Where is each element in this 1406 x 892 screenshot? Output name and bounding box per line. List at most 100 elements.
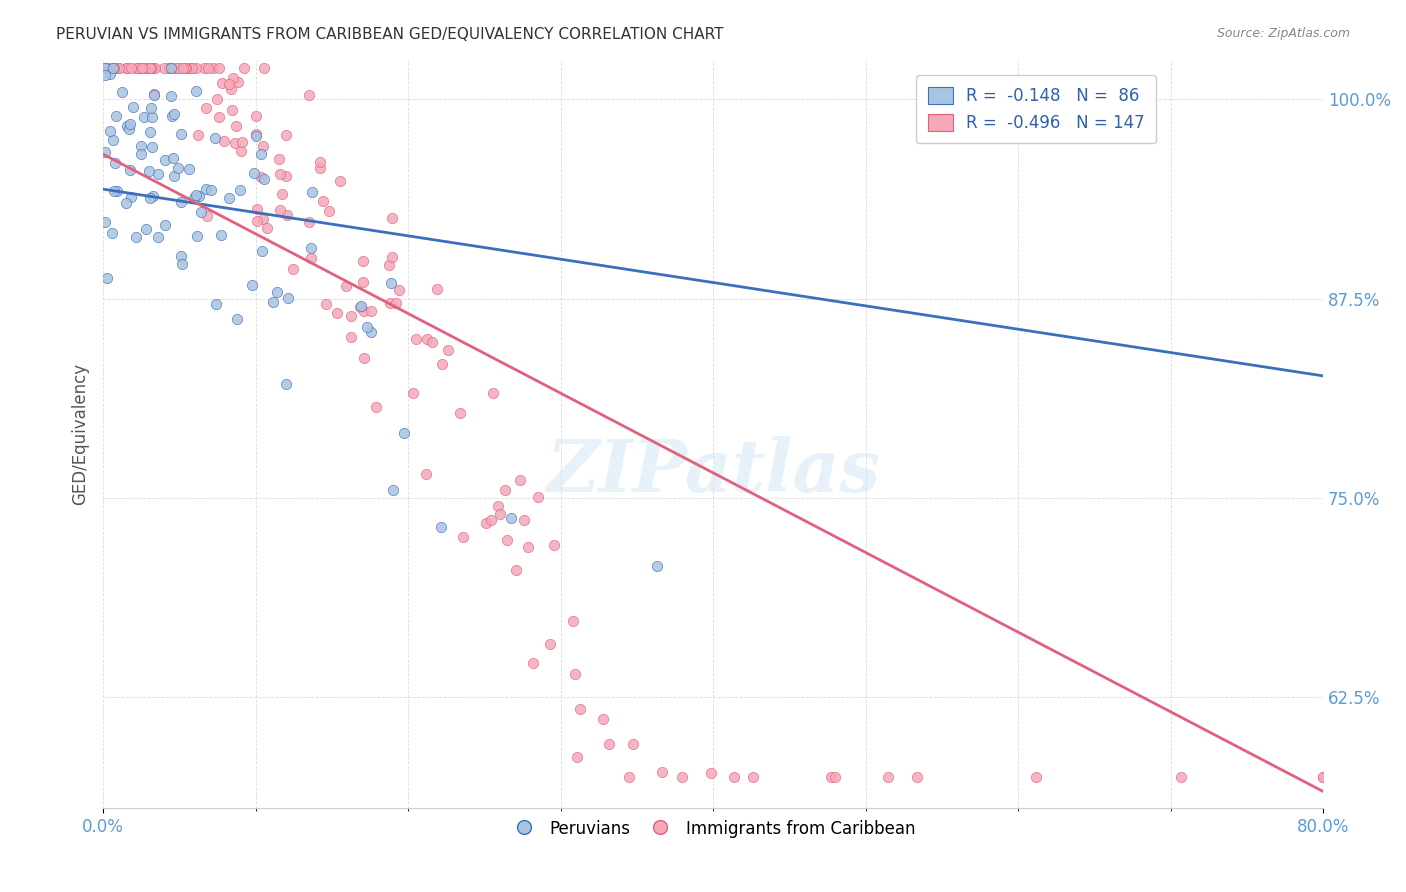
Point — [301, 185, 323, 199]
Point — [221, 103, 243, 117]
Point — [489, 507, 512, 521]
Point — [245, 129, 267, 144]
Point — [312, 194, 335, 208]
Point — [426, 282, 449, 296]
Point — [453, 530, 475, 544]
Point — [299, 242, 322, 256]
Point — [392, 425, 415, 440]
Point — [1170, 770, 1192, 784]
Point — [543, 538, 565, 552]
Point — [163, 169, 186, 183]
Point — [115, 61, 138, 75]
Point — [138, 125, 160, 139]
Point — [208, 61, 231, 75]
Point — [184, 188, 207, 202]
Point — [132, 61, 155, 75]
Point — [139, 101, 162, 115]
Point — [281, 262, 304, 277]
Point — [195, 101, 218, 115]
Point — [225, 119, 247, 133]
Point — [617, 770, 640, 784]
Point — [245, 110, 267, 124]
Point — [820, 770, 842, 784]
Point — [315, 296, 337, 310]
Point — [98, 66, 121, 80]
Point — [143, 61, 166, 75]
Point — [208, 110, 231, 124]
Point — [350, 299, 373, 313]
Point — [93, 61, 115, 75]
Point — [138, 164, 160, 178]
Point — [204, 130, 226, 145]
Point — [240, 278, 263, 293]
Point — [173, 61, 195, 75]
Point — [146, 168, 169, 182]
Point — [381, 211, 404, 225]
Point — [527, 490, 550, 504]
Point — [449, 406, 471, 420]
Text: PERUVIAN VS IMMIGRANTS FROM CARIBBEAN GED/EQUIVALENCY CORRELATION CHART: PERUVIAN VS IMMIGRANTS FROM CARIBBEAN GE… — [56, 27, 724, 42]
Point — [94, 145, 117, 159]
Point — [105, 184, 128, 198]
Point — [180, 61, 202, 75]
Point — [129, 139, 152, 153]
Point — [562, 615, 585, 629]
Point — [256, 221, 278, 235]
Point — [169, 195, 191, 210]
Point — [299, 251, 322, 265]
Point — [309, 154, 332, 169]
Point — [366, 400, 388, 414]
Point — [120, 61, 142, 75]
Point — [499, 511, 522, 525]
Point — [197, 61, 219, 75]
Point — [207, 92, 229, 106]
Point — [360, 325, 382, 339]
Point — [437, 343, 460, 357]
Point — [329, 174, 352, 188]
Point — [415, 332, 437, 346]
Point — [509, 473, 531, 487]
Point — [167, 161, 190, 176]
Point — [513, 513, 536, 527]
Point — [824, 770, 846, 784]
Point — [190, 205, 212, 219]
Point — [172, 61, 194, 75]
Point — [188, 188, 211, 202]
Point — [131, 61, 153, 75]
Point — [647, 558, 669, 573]
Point — [252, 139, 274, 153]
Point — [129, 146, 152, 161]
Point — [96, 270, 118, 285]
Point — [187, 128, 209, 142]
Point — [129, 61, 152, 75]
Point — [405, 332, 427, 346]
Text: Source: ZipAtlas.com: Source: ZipAtlas.com — [1216, 27, 1350, 40]
Point — [229, 145, 252, 159]
Point — [249, 169, 271, 184]
Point — [193, 61, 215, 75]
Point — [621, 738, 644, 752]
Point — [103, 156, 125, 170]
Point — [146, 229, 169, 244]
Point — [479, 512, 502, 526]
Point — [139, 61, 162, 75]
Point — [186, 61, 208, 75]
Point — [276, 128, 298, 143]
Point — [195, 182, 218, 196]
Point — [141, 139, 163, 153]
Point — [153, 61, 176, 75]
Point — [877, 770, 900, 784]
Point — [233, 61, 256, 75]
Point — [905, 770, 928, 784]
Text: ZIPatlas: ZIPatlas — [546, 436, 880, 507]
Point — [415, 467, 437, 481]
Point — [219, 82, 242, 96]
Point — [228, 183, 250, 197]
Point — [136, 61, 159, 75]
Point — [262, 294, 284, 309]
Point — [120, 190, 142, 204]
Point — [381, 251, 404, 265]
Point — [162, 151, 184, 165]
Point — [298, 87, 321, 102]
Point — [124, 229, 146, 244]
